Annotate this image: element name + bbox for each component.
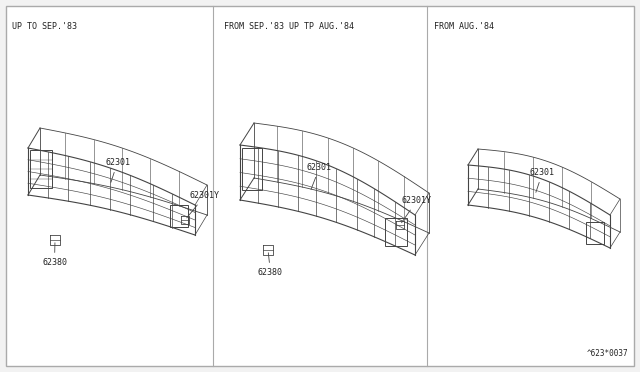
Text: 62301Y: 62301Y xyxy=(187,191,220,218)
Text: 62301: 62301 xyxy=(105,158,130,182)
Text: 62301Y: 62301Y xyxy=(401,196,432,223)
Bar xyxy=(385,218,407,246)
Text: 62301: 62301 xyxy=(530,168,555,192)
Text: 62380: 62380 xyxy=(258,253,283,277)
Text: 62380: 62380 xyxy=(42,243,67,267)
Text: ^623*0037: ^623*0037 xyxy=(586,349,628,358)
Text: UP TO SEP.'83: UP TO SEP.'83 xyxy=(12,22,77,31)
Bar xyxy=(242,148,262,190)
Bar xyxy=(586,222,604,244)
Bar xyxy=(30,150,52,188)
Text: FROM SEP.'83 UP TP AUG.'84: FROM SEP.'83 UP TP AUG.'84 xyxy=(224,22,354,31)
Text: FROM AUG.'84: FROM AUG.'84 xyxy=(434,22,494,31)
Bar xyxy=(170,205,188,227)
Text: 62301: 62301 xyxy=(307,163,332,189)
